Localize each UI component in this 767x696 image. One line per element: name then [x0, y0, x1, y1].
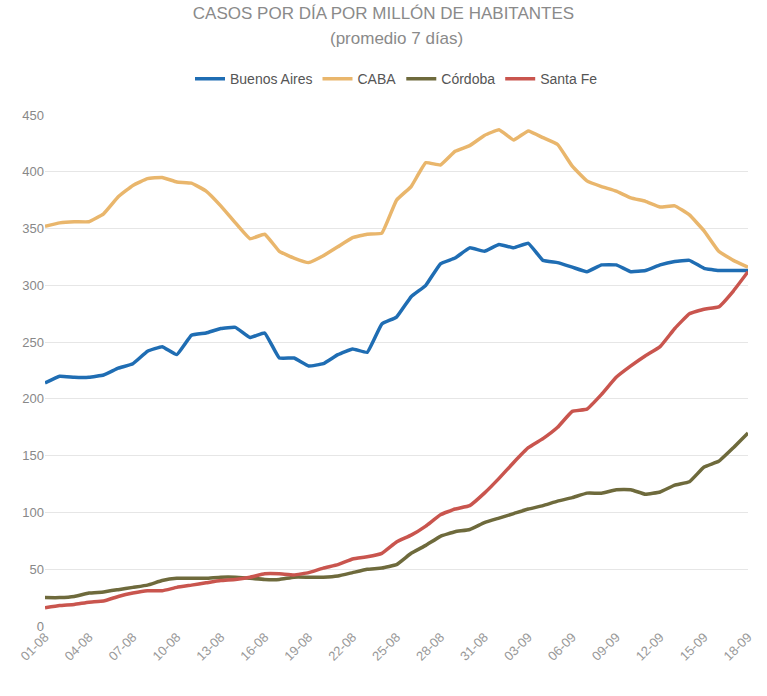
- svg-text:15-09: 15-09: [677, 630, 711, 664]
- svg-text:25-08: 25-08: [369, 630, 403, 664]
- svg-text:01-08: 01-08: [18, 630, 52, 664]
- svg-text:12-09: 12-09: [633, 630, 667, 664]
- svg-text:CABA: CABA: [358, 71, 397, 87]
- svg-text:350: 350: [22, 221, 44, 236]
- svg-text:250: 250: [22, 335, 44, 350]
- svg-text:04-08: 04-08: [62, 630, 96, 664]
- svg-text:16-08: 16-08: [237, 630, 271, 664]
- svg-text:200: 200: [22, 391, 44, 406]
- svg-text:10-08: 10-08: [149, 630, 183, 664]
- svg-text:150: 150: [22, 448, 44, 463]
- svg-text:19-08: 19-08: [281, 630, 315, 664]
- svg-text:400: 400: [22, 164, 44, 179]
- svg-text:28-08: 28-08: [413, 630, 447, 664]
- svg-text:18-09: 18-09: [721, 630, 755, 664]
- svg-text:Córdoba: Córdoba: [441, 71, 495, 87]
- svg-text:(promedio 7 días): (promedio 7 días): [330, 29, 463, 48]
- svg-text:13-08: 13-08: [193, 630, 227, 664]
- svg-text:06-09: 06-09: [545, 630, 579, 664]
- svg-text:100: 100: [22, 505, 44, 520]
- svg-text:03-09: 03-09: [501, 630, 535, 664]
- svg-text:0: 0: [37, 619, 44, 634]
- svg-text:07-08: 07-08: [105, 630, 139, 664]
- svg-text:450: 450: [22, 108, 44, 123]
- svg-text:CASOS POR DÍA POR MILLÓN DE HA: CASOS POR DÍA POR MILLÓN DE HABITANTES: [193, 4, 574, 23]
- svg-text:50: 50: [30, 562, 44, 577]
- svg-text:09-09: 09-09: [589, 630, 623, 664]
- svg-text:Buenos Aires: Buenos Aires: [230, 71, 313, 87]
- svg-text:31-08: 31-08: [457, 630, 491, 664]
- svg-text:22-08: 22-08: [325, 630, 359, 664]
- svg-text:300: 300: [22, 278, 44, 293]
- svg-text:Santa Fe: Santa Fe: [540, 71, 597, 87]
